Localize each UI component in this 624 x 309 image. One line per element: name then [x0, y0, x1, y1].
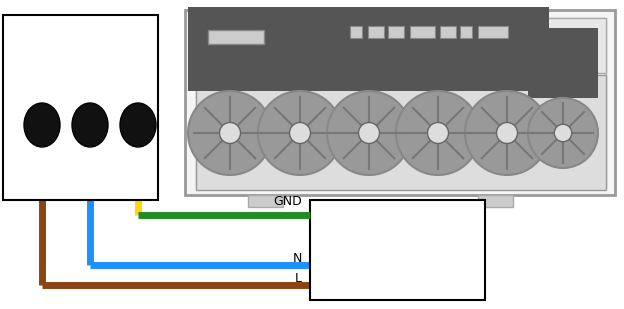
Bar — [208, 30, 264, 44]
Bar — [350, 26, 362, 38]
Bar — [396, 7, 480, 91]
Ellipse shape — [396, 91, 480, 175]
Bar — [478, 195, 513, 207]
Ellipse shape — [528, 98, 598, 168]
Ellipse shape — [120, 103, 156, 147]
Bar — [440, 26, 456, 38]
Bar — [310, 200, 485, 300]
Bar — [3, 15, 158, 200]
Bar — [202, 24, 270, 66]
Bar — [188, 7, 272, 91]
Ellipse shape — [465, 91, 549, 175]
Text: AC input: AC input — [240, 8, 313, 23]
Text: AC input terminals: AC input terminals — [10, 28, 126, 41]
Bar — [327, 7, 411, 91]
Ellipse shape — [188, 91, 272, 175]
Ellipse shape — [220, 122, 240, 143]
Bar — [368, 26, 384, 38]
Text: of rear panel: of rear panel — [10, 48, 90, 61]
Bar — [280, 28, 335, 60]
Bar — [196, 18, 606, 73]
Bar — [388, 26, 404, 38]
Ellipse shape — [290, 122, 311, 143]
Text: L: L — [295, 272, 302, 285]
Bar — [528, 28, 598, 98]
Ellipse shape — [427, 122, 449, 143]
Bar — [258, 7, 342, 91]
Ellipse shape — [359, 122, 379, 143]
Text: N: N — [293, 252, 302, 265]
Ellipse shape — [497, 122, 517, 143]
Text: AC distribution: AC distribution — [346, 235, 448, 249]
Text: N: N — [84, 81, 96, 95]
Ellipse shape — [258, 91, 342, 175]
Bar — [196, 75, 606, 190]
Text: ⏚: ⏚ — [134, 81, 142, 95]
Ellipse shape — [72, 103, 108, 147]
Ellipse shape — [327, 91, 411, 175]
Text: L: L — [37, 81, 46, 95]
Ellipse shape — [554, 124, 572, 142]
Bar — [410, 26, 435, 38]
Ellipse shape — [24, 103, 60, 147]
Bar — [460, 26, 472, 38]
Bar — [196, 18, 606, 188]
Bar — [185, 10, 615, 195]
Bar — [465, 7, 549, 91]
Bar — [248, 195, 283, 207]
Bar — [478, 26, 508, 38]
Text: GND: GND — [273, 195, 302, 208]
Text: panel: panel — [378, 258, 416, 272]
